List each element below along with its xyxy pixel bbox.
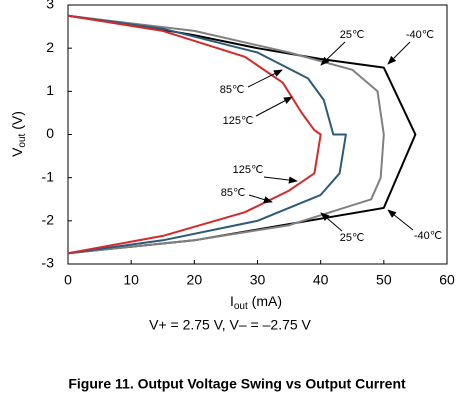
annotation-arrow bbox=[263, 176, 298, 184]
annotation-arrow bbox=[387, 41, 411, 65]
y-label-main: V bbox=[9, 147, 25, 157]
annotation: 125℃ bbox=[233, 164, 264, 176]
annotation: -40℃ bbox=[406, 29, 434, 41]
annotation: 125℃ bbox=[223, 115, 254, 127]
annotation: 25℃ bbox=[340, 232, 365, 244]
x-tick-label: 0 bbox=[64, 272, 72, 288]
subtitle: V+ = 2.75 V, V– = –2.75 V bbox=[149, 317, 311, 333]
y-label-unit: (V) bbox=[9, 111, 25, 134]
x-axis-label: Iout (mA) bbox=[230, 293, 282, 312]
annotation-arrow bbox=[255, 96, 293, 117]
series-line bbox=[67, 14, 322, 255]
caption: Figure 11. Output Voltage Swing vs Outpu… bbox=[68, 376, 406, 392]
annotation: -40℃ bbox=[414, 230, 442, 242]
y-tick-label: -3 bbox=[42, 255, 55, 271]
y-tick-label: 1 bbox=[46, 82, 54, 98]
x-tick-label: 30 bbox=[250, 272, 266, 288]
x-tick-label: 50 bbox=[376, 272, 392, 288]
series-line bbox=[67, 14, 385, 255]
x-label-sub: out bbox=[234, 301, 248, 312]
y-axis-label: Vout (V) bbox=[9, 111, 28, 157]
y-label-sub: out bbox=[17, 133, 28, 147]
y-tick-label: -1 bbox=[42, 168, 55, 184]
annotation-arrow bbox=[320, 212, 343, 232]
annotation-arrow bbox=[248, 194, 273, 204]
y-tick-label: -2 bbox=[42, 212, 55, 228]
x-label-unit: (mA) bbox=[248, 293, 282, 309]
x-tick-label: 10 bbox=[123, 272, 139, 288]
plot-frame bbox=[67, 4, 448, 265]
annotation-arrow bbox=[320, 41, 346, 66]
x-label-main: I bbox=[230, 293, 234, 309]
annotation-arrow bbox=[387, 209, 414, 231]
annotation: 85℃ bbox=[221, 187, 246, 199]
series-line bbox=[67, 14, 347, 255]
series-line bbox=[67, 14, 417, 255]
y-tick-label: 2 bbox=[46, 39, 54, 55]
annotation: 85℃ bbox=[220, 84, 245, 96]
annotation-arrow bbox=[247, 69, 283, 88]
y-tick-label: 3 bbox=[46, 0, 54, 12]
x-tick-label: 60 bbox=[439, 272, 455, 288]
y-tick-label: 0 bbox=[46, 125, 54, 141]
x-tick-label: 40 bbox=[313, 272, 329, 288]
x-tick-label: 20 bbox=[187, 272, 203, 288]
annotation: 25℃ bbox=[340, 29, 365, 41]
